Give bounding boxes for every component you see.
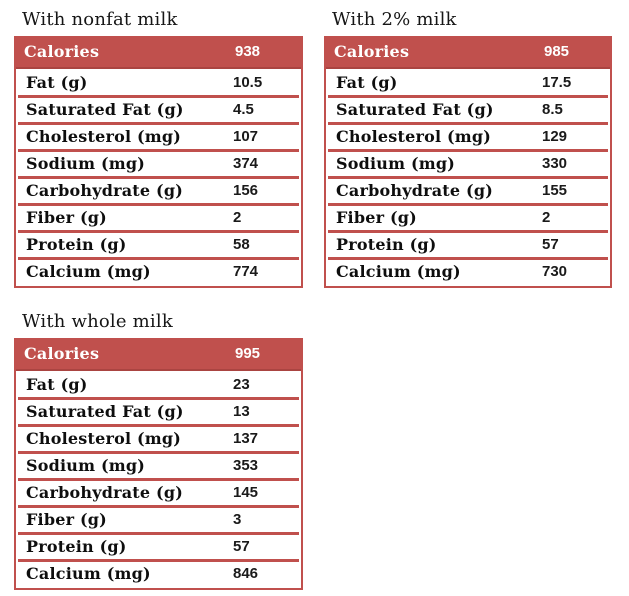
- header-value: 938: [235, 43, 261, 60]
- nutrition-table-block-whole: With whole milk Calories 995 Fat (g) 23 …: [14, 310, 303, 590]
- table-row: Saturated Fat (g) 8.5: [328, 95, 608, 122]
- nutrient-label: Fat (g): [26, 73, 88, 92]
- table-title: With 2% milk: [332, 9, 457, 30]
- nutrient-value: 145: [233, 484, 259, 501]
- table-row: Fiber (g) 2: [328, 203, 608, 230]
- nutrient-label: Saturated Fat (g): [26, 402, 184, 421]
- table-row: Protein (g) 58: [18, 230, 299, 257]
- nutrient-value: 4.5: [233, 101, 254, 118]
- nutrient-label: Fat (g): [26, 375, 88, 394]
- table-row: Sodium (mg) 330: [328, 149, 608, 176]
- table-body: Fat (g) 10.5 Saturated Fat (g) 4.5 Chole…: [16, 69, 301, 286]
- table-row: Cholesterol (mg) 129: [328, 122, 608, 149]
- table-row: Protein (g) 57: [18, 532, 299, 559]
- nutrient-value: 846: [233, 565, 259, 582]
- table-row: Protein (g) 57: [328, 230, 608, 257]
- table-row: Fat (g) 10.5: [18, 71, 299, 95]
- table-header-row: Calories 985: [326, 38, 610, 69]
- nutrient-label: Fat (g): [336, 73, 398, 92]
- nutrient-value: 330: [542, 155, 568, 172]
- table-row: Sodium (mg) 353: [18, 451, 299, 478]
- table-row: Saturated Fat (g) 4.5: [18, 95, 299, 122]
- nutrient-label: Sodium (mg): [26, 456, 146, 475]
- nutrient-label: Protein (g): [336, 235, 437, 254]
- table-header-row: Calories 938: [16, 38, 301, 69]
- nutrient-value: 3: [233, 511, 242, 528]
- table-body: Fat (g) 23 Saturated Fat (g) 13 Choleste…: [16, 371, 301, 588]
- header-label: Calories: [24, 42, 100, 61]
- nutrient-value: 155: [542, 182, 568, 199]
- table-header-row: Calories 995: [16, 340, 301, 371]
- nutrient-value: 2: [233, 209, 242, 226]
- table-row: Sodium (mg) 374: [18, 149, 299, 176]
- nutrition-table: Calories 995 Fat (g) 23 Saturated Fat (g…: [14, 338, 303, 590]
- nutrient-value: 17.5: [542, 74, 572, 91]
- nutrient-label: Sodium (mg): [336, 154, 456, 173]
- nutrient-value: 137: [233, 430, 259, 447]
- table-body: Fat (g) 17.5 Saturated Fat (g) 8.5 Chole…: [326, 69, 610, 286]
- nutrient-label: Carbohydrate (g): [26, 483, 183, 502]
- table-row: Fiber (g) 2: [18, 203, 299, 230]
- table-row: Cholesterol (mg) 137: [18, 424, 299, 451]
- nutrition-table: Calories 938 Fat (g) 10.5 Saturated Fat …: [14, 36, 303, 288]
- header-label: Calories: [24, 344, 100, 363]
- nutrient-value: 774: [233, 263, 259, 280]
- nutrient-value: 129: [542, 128, 568, 145]
- nutrient-label: Protein (g): [26, 537, 127, 556]
- nutrient-label: Cholesterol (mg): [336, 127, 492, 146]
- nutrient-label: Cholesterol (mg): [26, 429, 182, 448]
- nutrient-label: Protein (g): [26, 235, 127, 254]
- nutrient-label: Calcium (mg): [336, 262, 461, 281]
- table-row: Saturated Fat (g) 13: [18, 397, 299, 424]
- nutrient-value: 58: [233, 236, 250, 253]
- nutrient-value: 2: [542, 209, 551, 226]
- table-row: Carbohydrate (g) 145: [18, 478, 299, 505]
- nutrient-value: 57: [233, 538, 250, 555]
- nutrient-value: 8.5: [542, 101, 563, 118]
- table-row: Calcium (mg) 846: [18, 559, 299, 586]
- nutrient-value: 57: [542, 236, 559, 253]
- nutrient-label: Cholesterol (mg): [26, 127, 182, 146]
- table-title: With whole milk: [22, 311, 173, 332]
- nutrient-value: 730: [542, 263, 568, 280]
- nutrient-value: 156: [233, 182, 259, 199]
- nutrient-value: 374: [233, 155, 259, 172]
- nutrient-label: Calcium (mg): [26, 262, 151, 281]
- nutrient-value: 10.5: [233, 74, 263, 91]
- table-row: Calcium (mg) 774: [18, 257, 299, 284]
- table-title: With nonfat milk: [22, 9, 178, 30]
- nutrient-label: Calcium (mg): [26, 564, 151, 583]
- nutrient-label: Fiber (g): [336, 208, 417, 227]
- table-row: Cholesterol (mg) 107: [18, 122, 299, 149]
- nutrient-value: 353: [233, 457, 259, 474]
- nutrient-label: Saturated Fat (g): [26, 100, 184, 119]
- nutrient-label: Sodium (mg): [26, 154, 146, 173]
- nutrition-table-block-nonfat: With nonfat milk Calories 938 Fat (g) 10…: [14, 8, 303, 288]
- nutrition-table-block-2pct: With 2% milk Calories 985 Fat (g) 17.5 S…: [324, 8, 612, 288]
- nutrient-label: Fiber (g): [26, 510, 107, 529]
- nutrient-value: 107: [233, 128, 259, 145]
- table-row: Fiber (g) 3: [18, 505, 299, 532]
- nutrient-label: Carbohydrate (g): [336, 181, 493, 200]
- nutrient-label: Saturated Fat (g): [336, 100, 494, 119]
- nutrient-value: 23: [233, 376, 250, 393]
- nutrient-value: 13: [233, 403, 250, 420]
- nutrient-label: Fiber (g): [26, 208, 107, 227]
- header-value: 985: [544, 43, 570, 60]
- table-row: Fat (g) 23: [18, 373, 299, 397]
- header-value: 995: [235, 345, 261, 362]
- nutrition-table: Calories 985 Fat (g) 17.5 Saturated Fat …: [324, 36, 612, 288]
- nutrient-label: Carbohydrate (g): [26, 181, 183, 200]
- table-row: Carbohydrate (g) 155: [328, 176, 608, 203]
- table-row: Fat (g) 17.5: [328, 71, 608, 95]
- table-row: Carbohydrate (g) 156: [18, 176, 299, 203]
- header-label: Calories: [334, 42, 410, 61]
- table-row: Calcium (mg) 730: [328, 257, 608, 284]
